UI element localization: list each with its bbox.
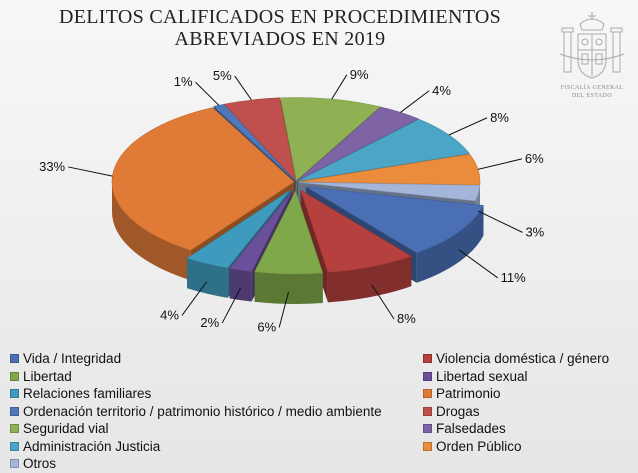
legend-swatch	[10, 441, 19, 451]
pie-slice-side	[416, 205, 484, 283]
legend-swatch	[423, 424, 432, 434]
data-label-leader	[331, 74, 348, 100]
data-label: 4%	[160, 307, 179, 322]
data-label-leader	[234, 75, 252, 101]
pie-slice	[296, 106, 420, 182]
pie-slice-side	[254, 271, 323, 304]
chart-title: DELITOS CALIFICADOS EN PROCEDIMIENTOS AB…	[0, 6, 560, 50]
pie-slice	[305, 186, 484, 254]
legend-label: Violencia doméstica / género	[436, 351, 610, 366]
legend-label: Drogas	[436, 403, 480, 419]
legend-item: Falsedades	[423, 420, 635, 438]
data-label-leader	[68, 166, 113, 177]
data-label-leader	[195, 81, 220, 106]
legend-label: Libertad	[23, 368, 72, 384]
legend-swatch	[10, 406, 19, 416]
pie-slice	[111, 107, 295, 251]
data-label-leader	[221, 287, 242, 324]
data-label: 2%	[200, 315, 219, 330]
data-label-leader	[278, 291, 290, 328]
legend-label: Relaciones familiares	[23, 386, 152, 401]
coat-of-arms-icon	[559, 12, 625, 79]
legend-item: Violencia doméstica / género	[423, 350, 635, 368]
data-label-leader	[458, 249, 498, 279]
pie-slice	[186, 189, 291, 269]
pie-slice	[223, 97, 297, 182]
data-label-leader	[400, 90, 430, 113]
data-label-leader	[477, 158, 523, 170]
legend-item: Ordenación territorio / patrimonio histó…	[10, 403, 423, 421]
legend-label: Falsedades	[436, 421, 506, 436]
legend-swatch	[423, 371, 432, 381]
data-label-leader	[181, 281, 208, 316]
emblem-caption-line-1: FISCALÍA GENERAL	[560, 85, 624, 91]
data-label: 9%	[350, 67, 369, 82]
legend-item: Orden Público	[423, 438, 635, 456]
pie-slice	[300, 189, 412, 273]
legend-label: Otros	[23, 456, 57, 471]
data-label-leader	[448, 117, 488, 136]
pie-slice	[280, 97, 381, 182]
legend-label: Administración Justicia	[23, 438, 161, 454]
legend-label: Ordenación territorio / patrimonio histó…	[23, 403, 382, 419]
data-label: 4%	[432, 83, 451, 98]
pie-slice-side	[187, 258, 228, 298]
legend-item: Libertad sexual	[423, 368, 635, 386]
pie-slice	[213, 103, 296, 181]
pie-slice	[229, 190, 293, 272]
legend-label: Orden Público	[436, 438, 522, 454]
data-label: 6%	[257, 320, 276, 335]
pie-slice	[254, 190, 324, 275]
legend-swatch	[10, 459, 19, 469]
data-label: 3%	[525, 224, 544, 239]
legend-swatch	[423, 389, 432, 399]
legend-swatch	[423, 354, 432, 364]
pie-slice-side	[112, 181, 191, 281]
data-label: 33%	[39, 159, 65, 174]
legend-item: Libertad	[10, 368, 423, 386]
data-label: 6%	[525, 151, 544, 166]
chart-title-line-2: ABREVIADOS EN 2019	[174, 28, 386, 50]
emblem-caption: FISCALÍA GENERAL DEL ESTADO	[552, 84, 632, 100]
legend-item: Otros	[10, 455, 423, 473]
data-label-leader	[478, 210, 523, 233]
legend-label: Patrimonio	[436, 386, 501, 401]
legend-item: Administración Justicia	[10, 438, 423, 456]
legend-swatch	[10, 371, 19, 381]
data-label: 8%	[397, 311, 416, 326]
legend-label: Libertad sexual	[436, 368, 528, 384]
pie-slice	[297, 118, 470, 182]
pie-slice-side	[229, 268, 252, 302]
legend-swatch	[10, 354, 19, 364]
pie-chart: 11% 8% 6% 2% 4% 33% 1% 5% 9% 4% 8% 6% 3%	[39, 67, 545, 335]
chart-title-line-1: DELITOS CALIFICADOS EN PROCEDIMIENTOS	[58, 6, 502, 28]
legend-label: Seguridad vial	[23, 421, 109, 436]
legend-item: Relaciones familiares	[10, 385, 423, 403]
chart-legend: Vida / Integridad Violencia doméstica / g…	[10, 350, 635, 473]
legend-item: Patrimonio	[423, 385, 635, 403]
legend-item: Seguridad vial	[10, 420, 423, 438]
legend-swatch	[10, 389, 19, 399]
pie-slice-side	[327, 256, 412, 303]
legend-item: Drogas	[423, 403, 635, 421]
data-label: 8%	[490, 110, 509, 125]
pie-slice	[297, 153, 481, 186]
legend-label: Vida / Integridad	[23, 351, 122, 366]
data-label: 1%	[174, 74, 193, 89]
data-label-leader	[371, 284, 395, 320]
legend-swatch	[423, 406, 432, 416]
emblem-caption-line-2: DEL ESTADO	[571, 93, 613, 99]
data-label: 5%	[213, 68, 232, 83]
legend-swatch	[10, 424, 19, 434]
pie-slice	[297, 181, 481, 202]
legend-item: Vida / Integridad	[10, 350, 423, 368]
data-label: 11%	[501, 270, 526, 285]
legend-swatch	[423, 441, 432, 451]
